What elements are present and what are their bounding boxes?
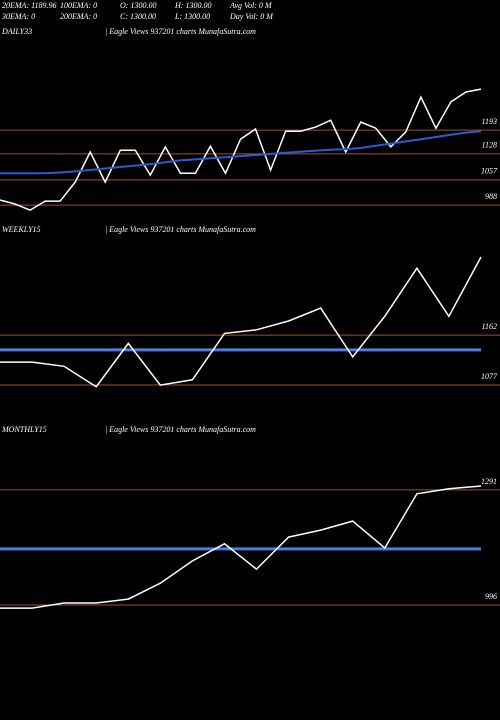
header-stat: Avg Vol: 0 M [229,1,273,10]
panel-title: DAILY33 [1,27,32,36]
panel-subtitle: | Eagle Views 937201 charts MunafaSutra.… [105,225,256,234]
header-stat: 30EMA: 0 [1,12,35,21]
price-line [0,485,482,609]
y-tick-label: 996 [485,592,497,601]
header-stat: 20EMA: 1189.96 [2,1,57,10]
price-line [0,88,482,212]
price-line [0,130,482,175]
panel-subtitle: | Eagle Views 937201 charts MunafaSutra.… [105,27,256,36]
panel-title: MONTHLY15 [1,425,47,434]
y-tick-label: 1057 [481,167,498,176]
y-tick-label: 1291 [481,477,497,486]
header-stat: Day Vol: 0 M [229,12,274,21]
y-tick-label: 1162 [482,322,497,331]
panel-title: WEEKLY15 [2,225,41,234]
header-stat: O: 1300.00 [120,1,156,10]
header-stat: 100EMA: 0 [60,1,97,10]
header-stat: 200EMA: 0 [60,12,97,21]
price-line [0,256,482,388]
y-tick-label: 1193 [482,117,497,126]
y-tick-label: 988 [485,192,497,201]
panel-subtitle: | Eagle Views 937201 charts MunafaSutra.… [105,425,256,434]
header-stat: H: 1300.00 [174,1,211,10]
header-stat: L: 1300.00 [174,12,210,21]
y-tick-label: 1077 [481,372,498,381]
y-tick-label: 1128 [482,141,497,150]
header-stat: C: 1300.00 [120,12,156,21]
